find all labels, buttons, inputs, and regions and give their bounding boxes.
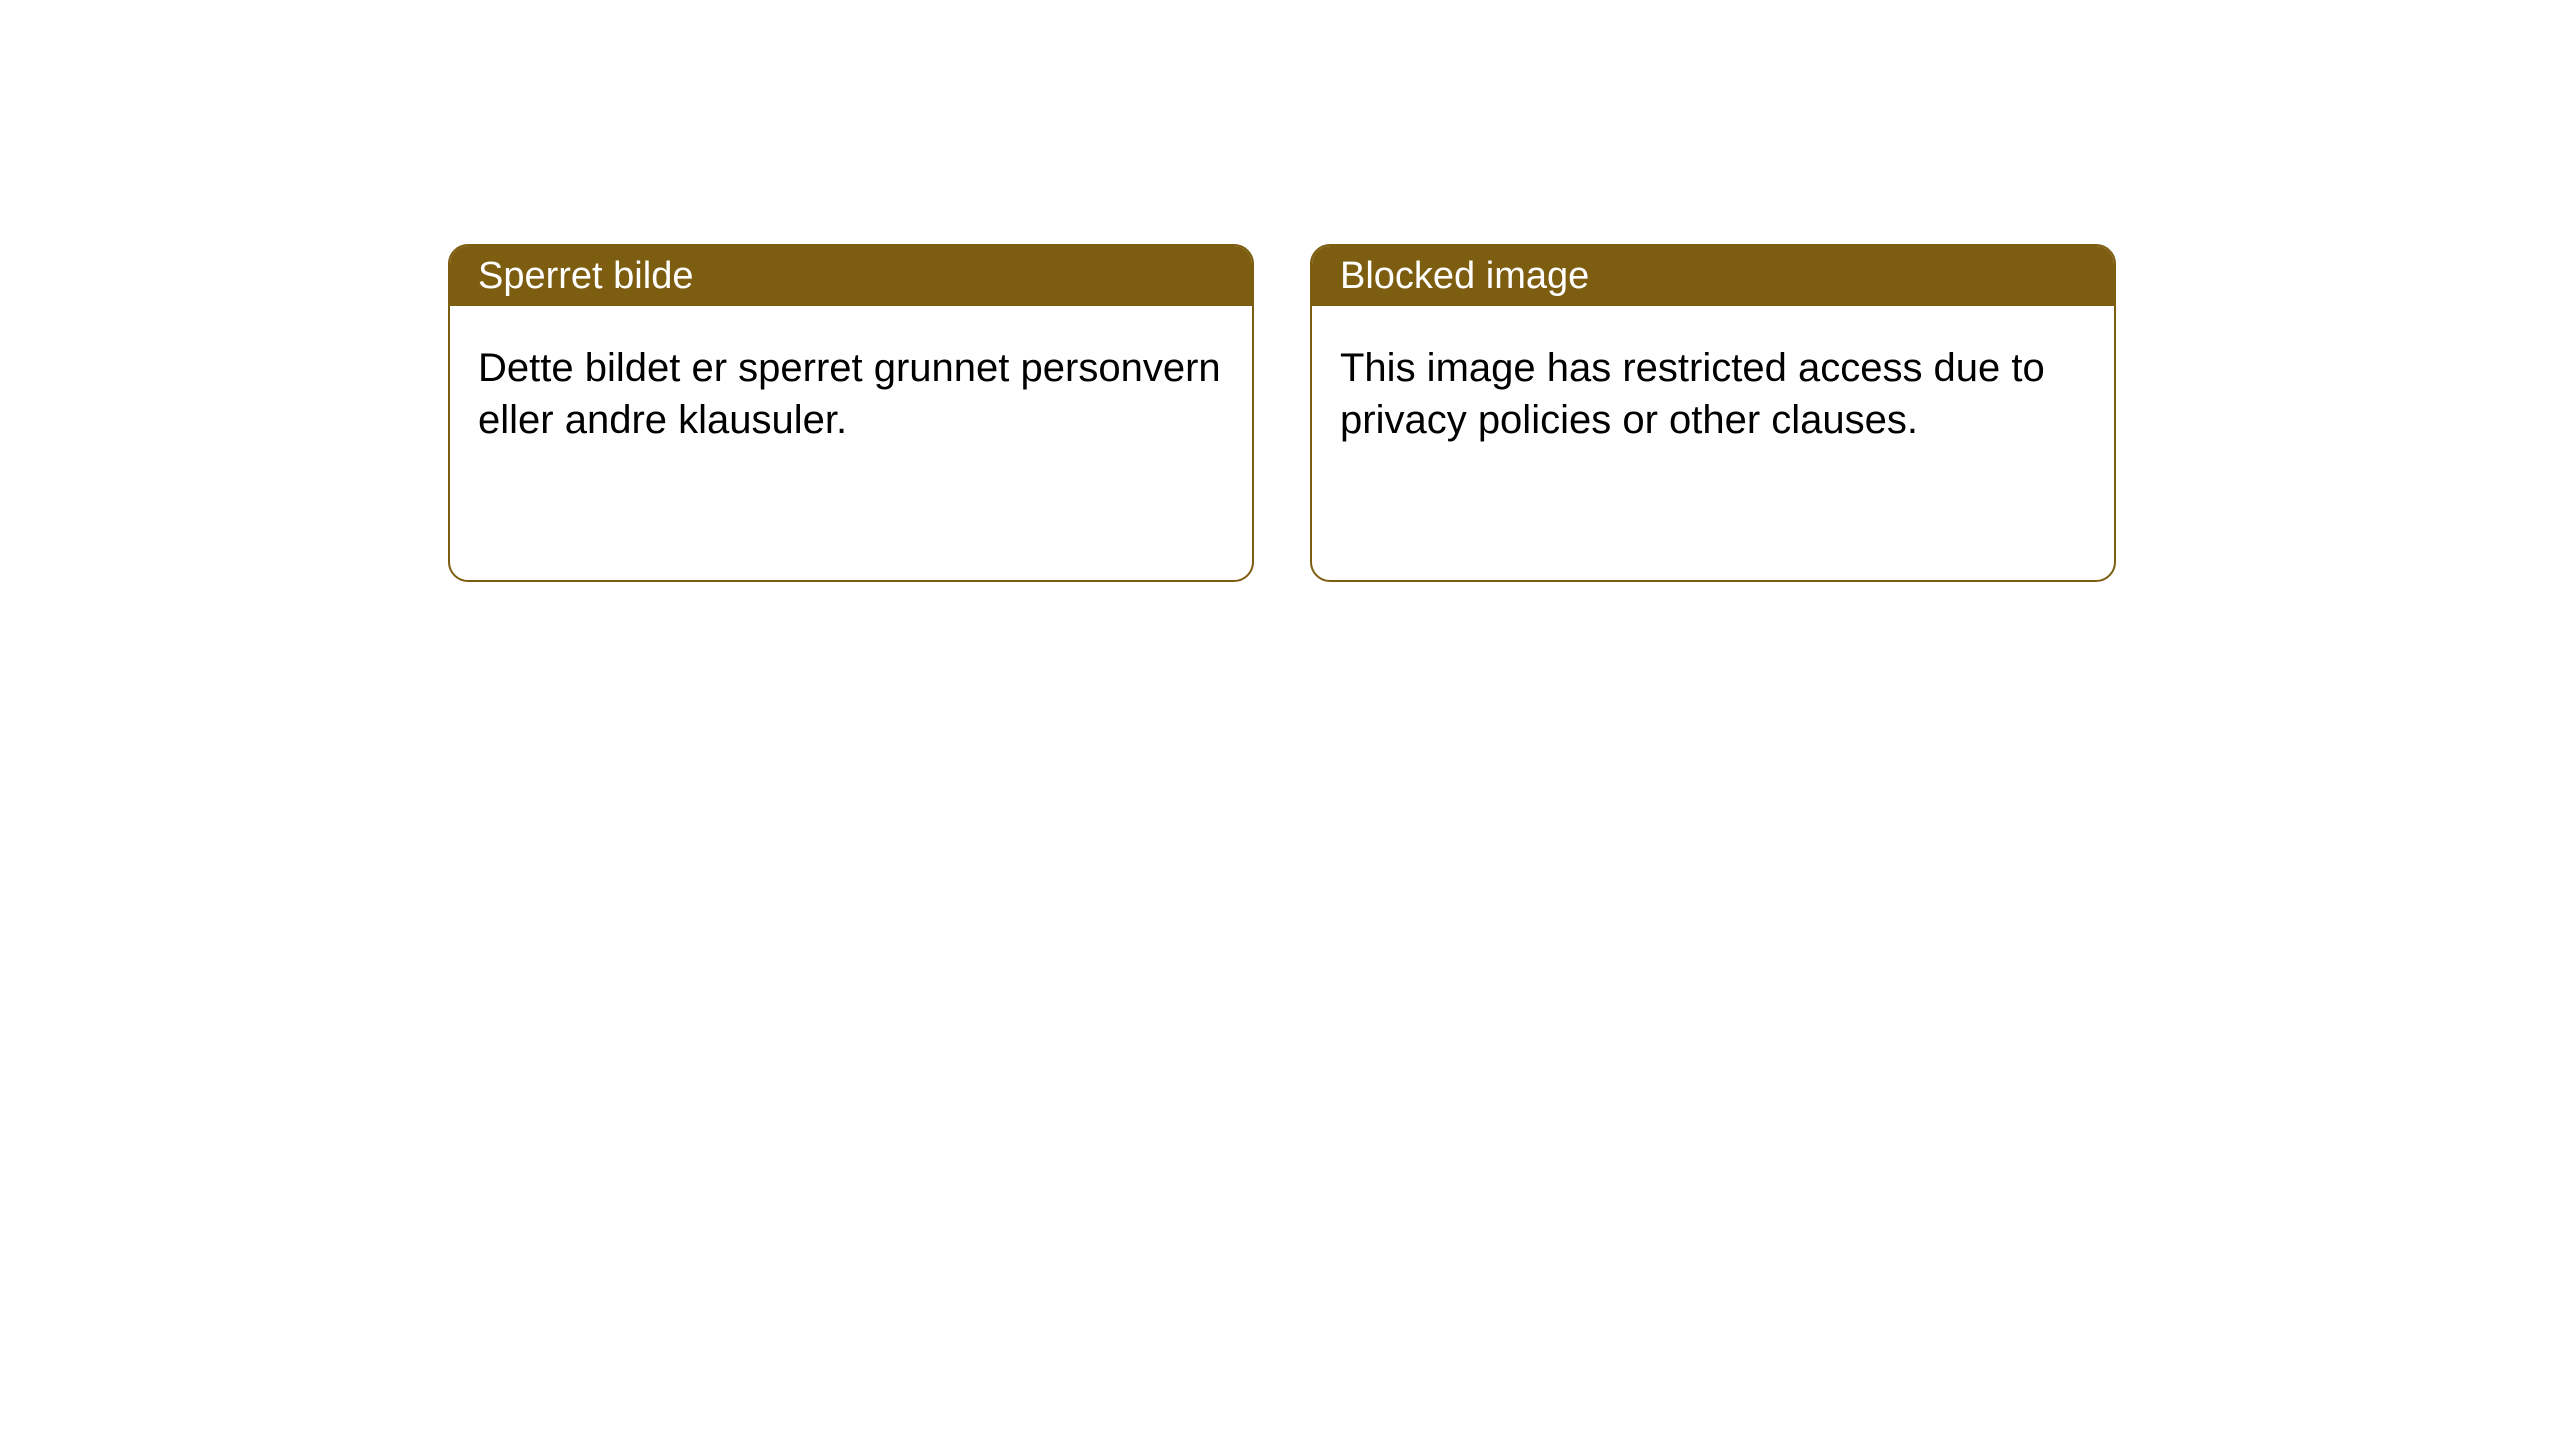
card-title: Sperret bilde (450, 246, 1252, 306)
notice-card-english: Blocked image This image has restricted … (1310, 244, 2116, 582)
card-body-text: Dette bildet er sperret grunnet personve… (450, 306, 1252, 482)
notice-card-norwegian: Sperret bilde Dette bildet er sperret gr… (448, 244, 1254, 582)
card-body-text: This image has restricted access due to … (1312, 306, 2114, 482)
notice-card-row: Sperret bilde Dette bildet er sperret gr… (448, 244, 2116, 582)
card-title: Blocked image (1312, 246, 2114, 306)
